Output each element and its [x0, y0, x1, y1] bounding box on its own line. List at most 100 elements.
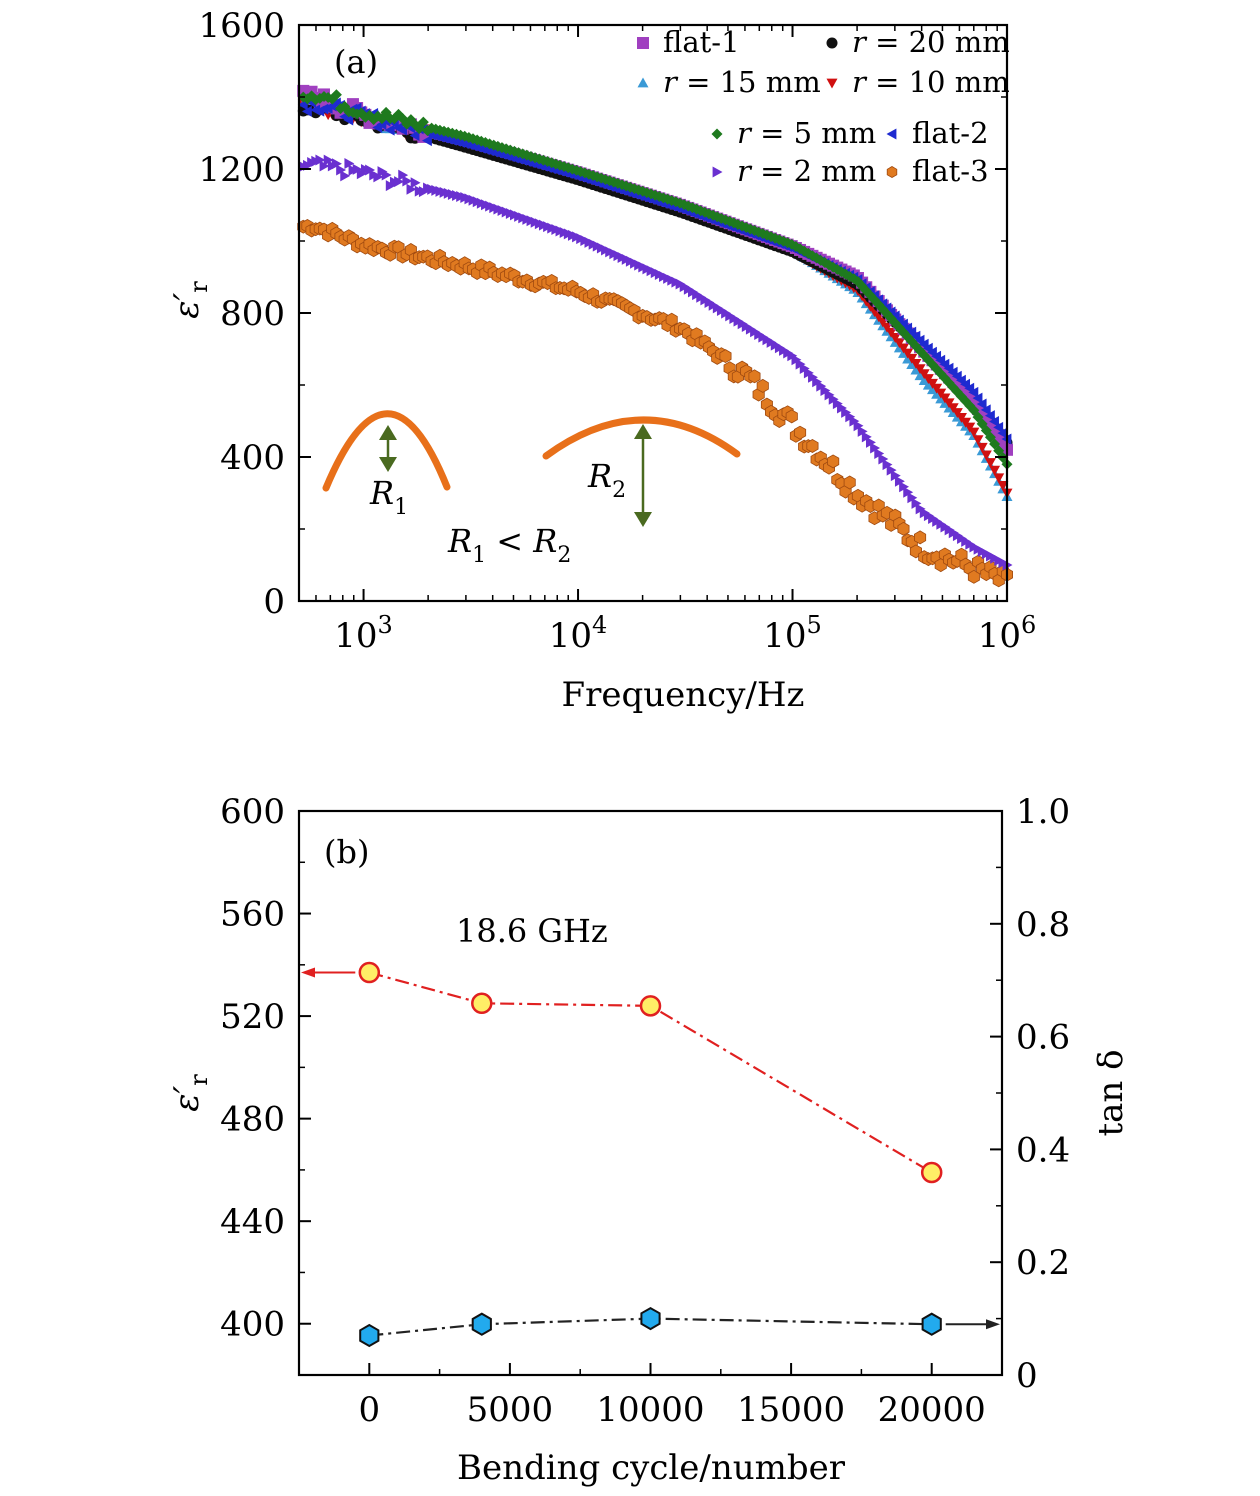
- data-point: [384, 124, 395, 136]
- data-point: [827, 454, 840, 469]
- legend-entry-flat-2: flat-2: [886, 116, 989, 150]
- a-y-tick-label: 0: [263, 582, 285, 622]
- legend-label: flat-2: [912, 116, 989, 150]
- panel-a-legend: flat-1 r = 20 mm r = 15 mm r = 10 mm r = 5 m…: [637, 25, 1010, 188]
- series-r5: [297, 89, 1013, 470]
- panel-b-bending-cycles: 0 5000 10000 15000 20000 400 440 480 520 560 600 0 0…: [167, 792, 1131, 1488]
- data-point: [798, 245, 810, 257]
- tan-delta-point: [640, 1306, 661, 1331]
- b-right-y-tick-label: 1.0: [1016, 792, 1070, 832]
- b-x-tick-label: 0: [358, 1390, 380, 1430]
- data-point: [906, 353, 918, 364]
- data-point: [911, 497, 922, 509]
- legend-marker: [886, 166, 898, 178]
- legend-entry-flat-3: flat-3: [886, 154, 989, 188]
- data-point: [910, 359, 922, 369]
- a-y-tick-label: 400: [220, 438, 285, 478]
- epsilon-point: [639, 995, 662, 1017]
- epsilon-point: [358, 961, 381, 984]
- b-x-tick-label: 15000: [737, 1390, 845, 1430]
- a-y-tick-label: 1600: [198, 6, 285, 46]
- data-point: [421, 135, 432, 147]
- data-point: [976, 442, 988, 453]
- data-point: [903, 486, 914, 498]
- legend-label: flat-3: [912, 154, 989, 188]
- data-point: [332, 158, 342, 170]
- b-left-y-tick-label: 400: [220, 1305, 285, 1345]
- data-point: [890, 470, 901, 482]
- data-point: [968, 427, 980, 438]
- data-point: [381, 169, 392, 181]
- data-point: [972, 435, 984, 446]
- data-point: [894, 475, 905, 487]
- panel-b-axes: 0 5000 10000 15000 20000 400 440 480 520 560 600 0 0…: [220, 792, 1070, 1430]
- a-x-tick-label: 106: [978, 611, 1037, 656]
- legend-entry-r5: r = 5 mm: [711, 116, 876, 150]
- data-point: [857, 425, 868, 437]
- bend-arc-large: [542, 416, 741, 460]
- epsilon-line: [369, 971, 933, 1174]
- data-point: [843, 475, 856, 490]
- b-x-tick-label: 5000: [467, 1390, 554, 1430]
- legend-label: r = 20 mm: [852, 25, 1010, 59]
- radius-arrow-small-head: [379, 425, 397, 440]
- panel-b-tag: (b): [324, 833, 369, 871]
- legend-marker: [886, 128, 897, 140]
- data-point: [980, 450, 992, 461]
- a-x-tick-label: 103: [334, 611, 393, 656]
- data-point: [989, 416, 999, 428]
- data-point: [886, 464, 897, 476]
- panel-a-x-axis-label: Frequency/Hz: [562, 675, 805, 715]
- a-y-tick-label: 1200: [198, 150, 285, 190]
- frequency-annotation: 18.6 GHz: [456, 912, 608, 950]
- data-point: [870, 442, 881, 454]
- b-right-y-tick-label: 0: [1016, 1356, 1038, 1396]
- data-point: [865, 436, 876, 448]
- legend-label: flat-1: [663, 25, 740, 59]
- legend-label: r = 10 mm: [852, 65, 1010, 99]
- legend-entry-r15: r = 15 mm: [637, 65, 821, 99]
- epsilon-axis-arrow-head: [301, 967, 315, 978]
- data-point: [756, 378, 769, 393]
- data-point: [394, 176, 404, 188]
- data-point: [719, 349, 732, 364]
- legend-marker: [711, 128, 723, 140]
- a-x-tick-label: 104: [549, 611, 608, 656]
- data-point: [398, 169, 409, 181]
- data-point: [910, 364, 922, 375]
- panel-b-left-y-axis-label: ε′r: [167, 1074, 213, 1112]
- panel-b-x-axis-label: Bending cycle/number: [457, 1448, 846, 1488]
- a-y-tick-label: 800: [220, 294, 285, 334]
- b-right-y-tick-label: 0.2: [1016, 1243, 1070, 1283]
- bend-arc-small: [322, 410, 451, 492]
- data-point: [897, 521, 910, 536]
- data-point: [406, 183, 417, 195]
- data-point: [417, 116, 429, 128]
- data-point: [906, 359, 918, 370]
- panel-b-right-y-axis-label: tan δ: [1091, 1049, 1131, 1136]
- tan-delta-point: [921, 1312, 942, 1336]
- b-left-y-tick-label: 480: [220, 1100, 285, 1140]
- legend-entry-flat-1: flat-1: [637, 25, 740, 59]
- series-r2: [298, 154, 1013, 571]
- panel-b-plot-frame: [297, 809, 1004, 1377]
- panel-a-tag: (a): [334, 43, 378, 81]
- data-point: [989, 465, 1001, 476]
- b-left-y-tick-label: 520: [220, 997, 285, 1037]
- legend-marker: [712, 166, 723, 178]
- radius-arrow-large-head: [634, 424, 652, 439]
- legend-entry-r10: r = 10 mm: [826, 65, 1010, 99]
- legend-marker: [826, 78, 838, 89]
- panel-a-radius-annotations: R1 R2 R1 < R2: [369, 457, 626, 568]
- data-point: [319, 160, 330, 172]
- b-x-tick-label: 10000: [596, 1390, 704, 1430]
- data-point: [301, 105, 312, 117]
- b-left-y-tick-label: 560: [220, 895, 285, 935]
- data-point: [878, 453, 889, 465]
- data-point: [914, 364, 926, 375]
- data-point: [893, 338, 905, 349]
- tan-delta-point: [471, 1312, 492, 1336]
- data-point: [874, 447, 885, 459]
- legend-marker: [637, 37, 649, 49]
